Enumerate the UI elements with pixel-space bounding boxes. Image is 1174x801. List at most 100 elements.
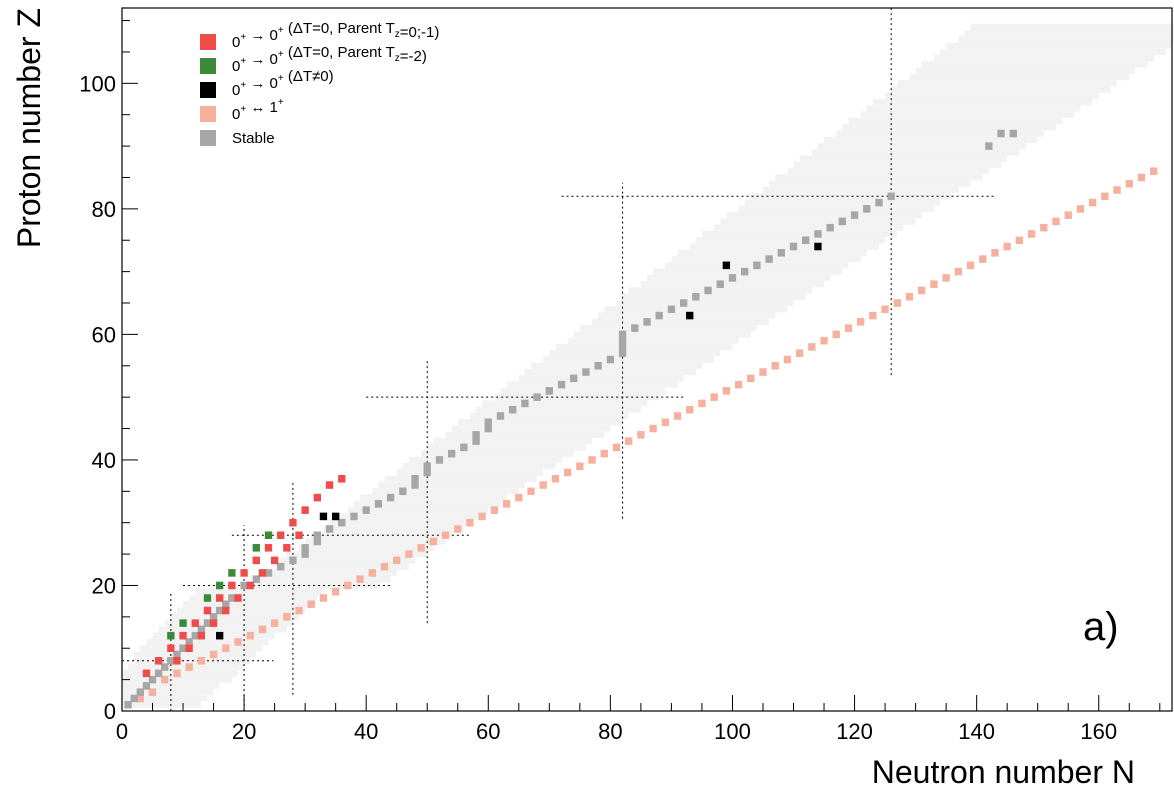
nuclide-marker-st bbox=[521, 399, 529, 408]
nuclide-marker-st bbox=[460, 443, 468, 452]
nuclide-marker-st bbox=[704, 286, 712, 295]
nuclide-marker-st bbox=[838, 217, 847, 226]
x-tick-label: 160 bbox=[1080, 719, 1117, 744]
known-nuclei-row bbox=[396, 469, 544, 476]
known-nuclei-row bbox=[353, 500, 501, 508]
nuclide-marker-gt bbox=[588, 456, 596, 464]
known-nuclei-row bbox=[360, 494, 507, 501]
known-nuclei-row bbox=[555, 343, 733, 351]
known-nuclei-row bbox=[909, 73, 1130, 81]
nuclide-marker-gt bbox=[625, 437, 633, 445]
nuclide-marker-gt bbox=[954, 267, 962, 276]
known-nuclei-row bbox=[866, 105, 1081, 112]
nuclide-marker-st bbox=[338, 518, 346, 527]
nuclide-marker-st bbox=[594, 362, 602, 370]
nuclide-marker-st bbox=[618, 336, 627, 345]
nuclide-marker-st bbox=[154, 669, 163, 678]
nuclide-marker-t0 bbox=[270, 556, 279, 565]
known-nuclei-row bbox=[567, 337, 739, 344]
known-nuclei-row bbox=[628, 287, 812, 294]
known-nuclei-row bbox=[305, 538, 446, 545]
nuclide-marker-st bbox=[765, 255, 773, 263]
x-tick-label: 0 bbox=[116, 719, 128, 744]
nuclide-marker-st bbox=[692, 292, 700, 301]
nuclide-marker-st bbox=[411, 474, 419, 483]
nuclide-marker-gt bbox=[234, 638, 242, 646]
nuclide-marker-t0 bbox=[222, 606, 230, 615]
nuclide-marker-st bbox=[618, 349, 627, 357]
nuclide-marker-gt bbox=[1088, 198, 1097, 207]
known-nuclei-row bbox=[842, 124, 1057, 131]
nuclide-marker-st bbox=[148, 675, 157, 684]
known-nuclei-row bbox=[726, 211, 922, 219]
known-nuclei-row bbox=[164, 619, 293, 627]
nuclide-marker-st bbox=[301, 550, 309, 558]
known-nuclei-row bbox=[274, 563, 409, 570]
legend-label-t2: 0+ → 0+ (ΔT=0, Parent Tz=-2) bbox=[232, 44, 427, 75]
nuclide-marker-st bbox=[875, 198, 883, 207]
nuclide-marker-t0 bbox=[234, 594, 242, 602]
nuclide-marker-t0 bbox=[338, 474, 346, 483]
x-tick-label: 40 bbox=[354, 719, 378, 744]
y-tick-label: 20 bbox=[92, 573, 116, 598]
nuclide-marker-t0 bbox=[240, 569, 248, 577]
known-nuclei-row bbox=[524, 368, 696, 376]
nuclide-marker-st bbox=[197, 625, 206, 634]
nuclide-marker-iv bbox=[216, 631, 224, 640]
known-nuclei-row bbox=[189, 594, 318, 602]
known-nuclei-row bbox=[518, 375, 684, 382]
nuclide-marker-gt bbox=[417, 544, 425, 552]
legend: 0+ → 0+ (ΔT=0, Parent Tz=0;-1)0+ → 0+ (Δ… bbox=[200, 20, 439, 147]
nuclide-marker-gt bbox=[979, 255, 987, 263]
nuclide-marker-gt bbox=[795, 349, 804, 357]
nuclide-marker-gt bbox=[637, 431, 645, 439]
known-nuclei-row bbox=[573, 331, 751, 338]
nuclide-marker-gt bbox=[185, 663, 193, 671]
nuclide-marker-gt bbox=[490, 506, 499, 514]
legend-label-st: Stable bbox=[232, 130, 275, 147]
known-nuclei-row bbox=[897, 80, 1118, 87]
known-nuclei-row bbox=[421, 450, 574, 457]
nuclide-marker-gt bbox=[515, 493, 523, 502]
nuclide-marker-gt bbox=[747, 374, 755, 383]
nuclide-marker-st bbox=[606, 355, 615, 364]
nuclide-marker-gt bbox=[246, 631, 254, 640]
nuclide-marker-gt bbox=[197, 657, 206, 665]
known-nuclei-row bbox=[170, 613, 300, 620]
known-nuclei-row bbox=[482, 400, 647, 407]
known-nuclei-row bbox=[122, 689, 214, 696]
nuclide-marker-gt bbox=[1125, 179, 1133, 188]
nuclide-marker-st bbox=[240, 581, 248, 590]
known-nuclei-row bbox=[640, 281, 825, 288]
nuclide-marker-st bbox=[136, 688, 144, 696]
nuclide-marker-st bbox=[435, 456, 444, 464]
nuclide-marker-st bbox=[179, 644, 187, 652]
y-axis-title: Proton number Z bbox=[11, 8, 47, 248]
known-nuclei-row bbox=[677, 249, 867, 256]
nuclide-marker-iv bbox=[319, 512, 328, 521]
known-nuclei-row bbox=[970, 23, 1174, 30]
nuclide-marker-gt bbox=[295, 606, 303, 615]
nuclide-marker-st bbox=[826, 223, 834, 232]
nuclide-marker-gt bbox=[405, 550, 413, 558]
legend-label-iv: 0+ → 0+ (ΔT≠0) bbox=[232, 68, 334, 99]
nuclide-marker-gt bbox=[649, 424, 657, 433]
nuclide-marker-t0 bbox=[154, 657, 163, 665]
known-nuclei-row bbox=[134, 651, 257, 658]
nuclide-marker-st bbox=[130, 694, 138, 703]
nuclide-marker-gt bbox=[1113, 186, 1121, 194]
nuclide-marker-st bbox=[386, 493, 395, 502]
nuclide-marker-st bbox=[533, 393, 541, 401]
nuclide-marker-t0 bbox=[258, 569, 267, 577]
known-nuclei-row bbox=[402, 463, 556, 470]
nuclide-marker-gt bbox=[563, 468, 572, 477]
known-nuclei-row bbox=[604, 306, 788, 313]
nuclide-marker-gt bbox=[820, 336, 828, 345]
nuclide-marker-gt bbox=[1076, 205, 1085, 213]
nuclide-marker-t0 bbox=[277, 531, 285, 540]
nuclide-marker-gt bbox=[966, 261, 975, 270]
x-tick-label: 140 bbox=[958, 719, 995, 744]
nuclide-marker-gt bbox=[857, 318, 865, 326]
known-nuclei-row bbox=[372, 488, 519, 495]
